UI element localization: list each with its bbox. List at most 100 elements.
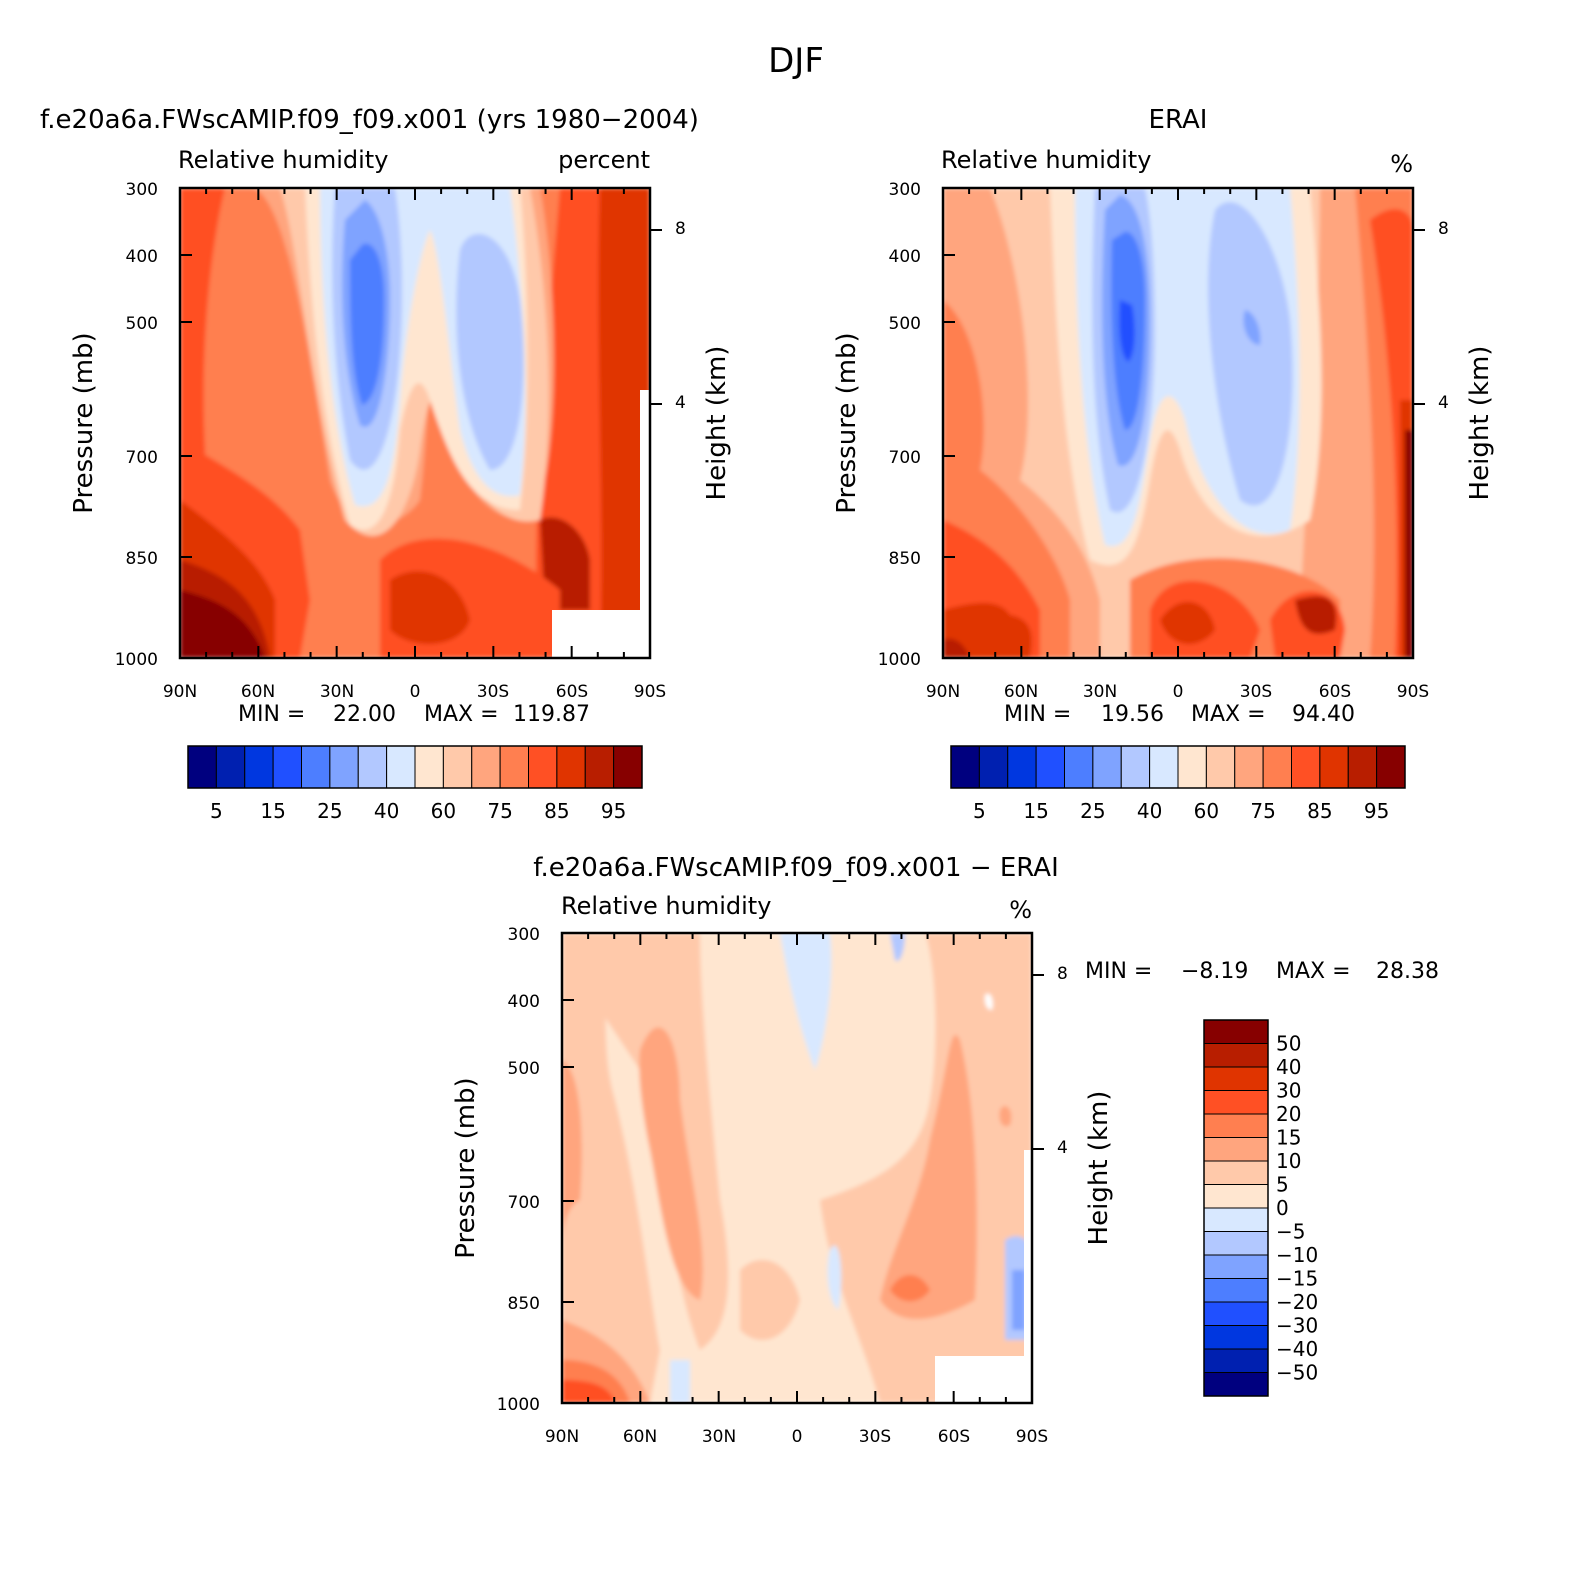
y2-axis-label: Height (km) xyxy=(1465,346,1495,501)
colorbar-swatch xyxy=(442,745,473,789)
colorbar-label: 40 xyxy=(374,799,399,823)
min-label: MIN = xyxy=(238,702,305,727)
y-tick-label: 500 xyxy=(889,314,921,334)
colorbar-swatch xyxy=(1203,1043,1269,1068)
colorbar-label: 85 xyxy=(544,799,569,823)
colorbar-swatch xyxy=(1203,1066,1269,1091)
colorbar-model: 5 15 25 40 60 75 85 95 xyxy=(187,745,643,823)
x-tick-label: 30N xyxy=(320,682,354,702)
min-value: 22.00 xyxy=(333,702,396,727)
colorbar-swatch xyxy=(1203,1301,1269,1326)
x-tick-label: 60N xyxy=(623,1427,657,1447)
colorbar-swatch xyxy=(1234,745,1264,789)
colorbar-swatch xyxy=(1203,1278,1269,1303)
colorbar-label: −15 xyxy=(1276,1267,1318,1291)
y2-axis-label: Height (km) xyxy=(1084,1091,1114,1246)
contour-field xyxy=(562,933,1032,1403)
colorbar-swatch xyxy=(1120,745,1151,789)
colorbar-swatch xyxy=(1203,1113,1269,1138)
colorbar-frame xyxy=(1203,1019,1269,1397)
colorbar-label: 95 xyxy=(601,799,626,823)
y-tick-label: 850 xyxy=(126,549,158,569)
y2-tick-label: 4 xyxy=(1438,393,1449,413)
colorbar-swatch xyxy=(528,745,558,789)
colorbar-label: 75 xyxy=(1250,799,1275,823)
colorbar-label: 40 xyxy=(1137,799,1162,823)
colorbar-label: −30 xyxy=(1276,1314,1318,1338)
y-axis-label: Pressure (mb) xyxy=(69,332,99,513)
y-tick-labels: 300 400 500 700 850 1000 xyxy=(878,180,921,670)
y-tick-labels: 300 400 500 700 850 1000 xyxy=(497,925,540,1415)
colorbar-swatch xyxy=(1203,1137,1269,1162)
units-label: percent xyxy=(558,146,650,174)
colorbar-label: 5 xyxy=(210,799,223,823)
min-max-readout: MIN = −8.19 MAX = 28.38 xyxy=(1085,959,1439,984)
colorbar-swatch xyxy=(978,745,1009,789)
x-tick-label: 0 xyxy=(410,682,421,702)
x-tick-label: 90S xyxy=(1397,682,1429,702)
colorbar-swatch xyxy=(187,745,217,789)
contour-field xyxy=(180,188,650,658)
colorbar-label: 25 xyxy=(317,799,342,823)
x-tick-label: 90S xyxy=(634,682,666,702)
x-tick-labels: 90N 60N 30N 0 30S 60S 90S xyxy=(926,682,1429,702)
colorbar-swatch xyxy=(1203,1184,1269,1209)
y-tick-label: 1000 xyxy=(115,650,158,670)
y-tick-label: 850 xyxy=(508,1294,540,1314)
panel-title: ERAI xyxy=(1149,105,1208,135)
colorbar-swatch xyxy=(1203,1207,1269,1232)
colorbar-swatch xyxy=(1203,1231,1269,1256)
colorbar-label: −10 xyxy=(1276,1243,1318,1267)
max-label: MAX = xyxy=(424,702,499,727)
colorbar-frame xyxy=(950,745,1406,789)
missing-data-region xyxy=(935,1356,1032,1403)
colorbar-swatch xyxy=(414,745,444,789)
x-tick-label: 0 xyxy=(1173,682,1184,702)
colorbar-label: 25 xyxy=(1080,799,1105,823)
variable-label: Relative humidity xyxy=(178,146,388,174)
colorbar-swatch xyxy=(1149,745,1179,789)
y2-tick-label: 8 xyxy=(1057,964,1068,984)
colorbar-swatch xyxy=(1007,745,1037,789)
colorbar-label: −50 xyxy=(1276,1361,1318,1385)
y-tick-label: 700 xyxy=(126,448,158,468)
colorbar-label: 85 xyxy=(1307,799,1332,823)
colorbar-swatch xyxy=(1205,745,1236,789)
colorbar-label: 15 xyxy=(1023,799,1048,823)
colorbar-label: 95 xyxy=(1364,799,1389,823)
colorbar-label: 60 xyxy=(1194,799,1219,823)
colorbar-swatch xyxy=(329,745,359,789)
x-tick-label: 30S xyxy=(477,682,509,702)
x-tick-label: 90N xyxy=(926,682,960,702)
colorbar-swatch xyxy=(1177,745,1207,789)
y2-tick-labels: 8 4 xyxy=(1057,964,1068,1158)
x-tick-label: 90S xyxy=(1016,1427,1048,1447)
units-label: % xyxy=(1390,150,1413,178)
max-value: 94.40 xyxy=(1292,702,1355,727)
colorbar-swatch xyxy=(1203,1019,1269,1044)
y2-tick-labels: 8 4 xyxy=(675,219,686,413)
y-tick-label: 400 xyxy=(889,247,921,267)
variable-label: Relative humidity xyxy=(561,892,771,920)
x-tick-label: 30N xyxy=(702,1427,736,1447)
max-label: MAX = xyxy=(1191,702,1266,727)
colorbar-swatch xyxy=(950,745,980,789)
colorbar-swatch xyxy=(1203,1090,1269,1115)
contour-field xyxy=(943,188,1413,658)
x-tick-label: 60S xyxy=(1319,682,1351,702)
colorbar-swatch xyxy=(301,745,331,789)
panel-title: f.e20a6a.FWscAMIP.f09_f09.x001 (yrs 1980… xyxy=(40,105,699,135)
colorbar-label: 20 xyxy=(1276,1102,1301,1126)
y-tick-label: 850 xyxy=(889,549,921,569)
min-value: 19.56 xyxy=(1101,702,1164,727)
max-value: 28.38 xyxy=(1376,959,1439,984)
colorbar-swatch xyxy=(1203,1372,1269,1397)
colorbar-swatch xyxy=(1035,745,1065,789)
units-label: % xyxy=(1009,896,1032,924)
figure-title: DJF xyxy=(768,41,824,81)
y-tick-label: 500 xyxy=(126,314,158,334)
colorbar-label: 0 xyxy=(1276,1196,1289,1220)
x-tick-label: 30N xyxy=(1083,682,1117,702)
colorbar-swatch xyxy=(556,745,586,789)
